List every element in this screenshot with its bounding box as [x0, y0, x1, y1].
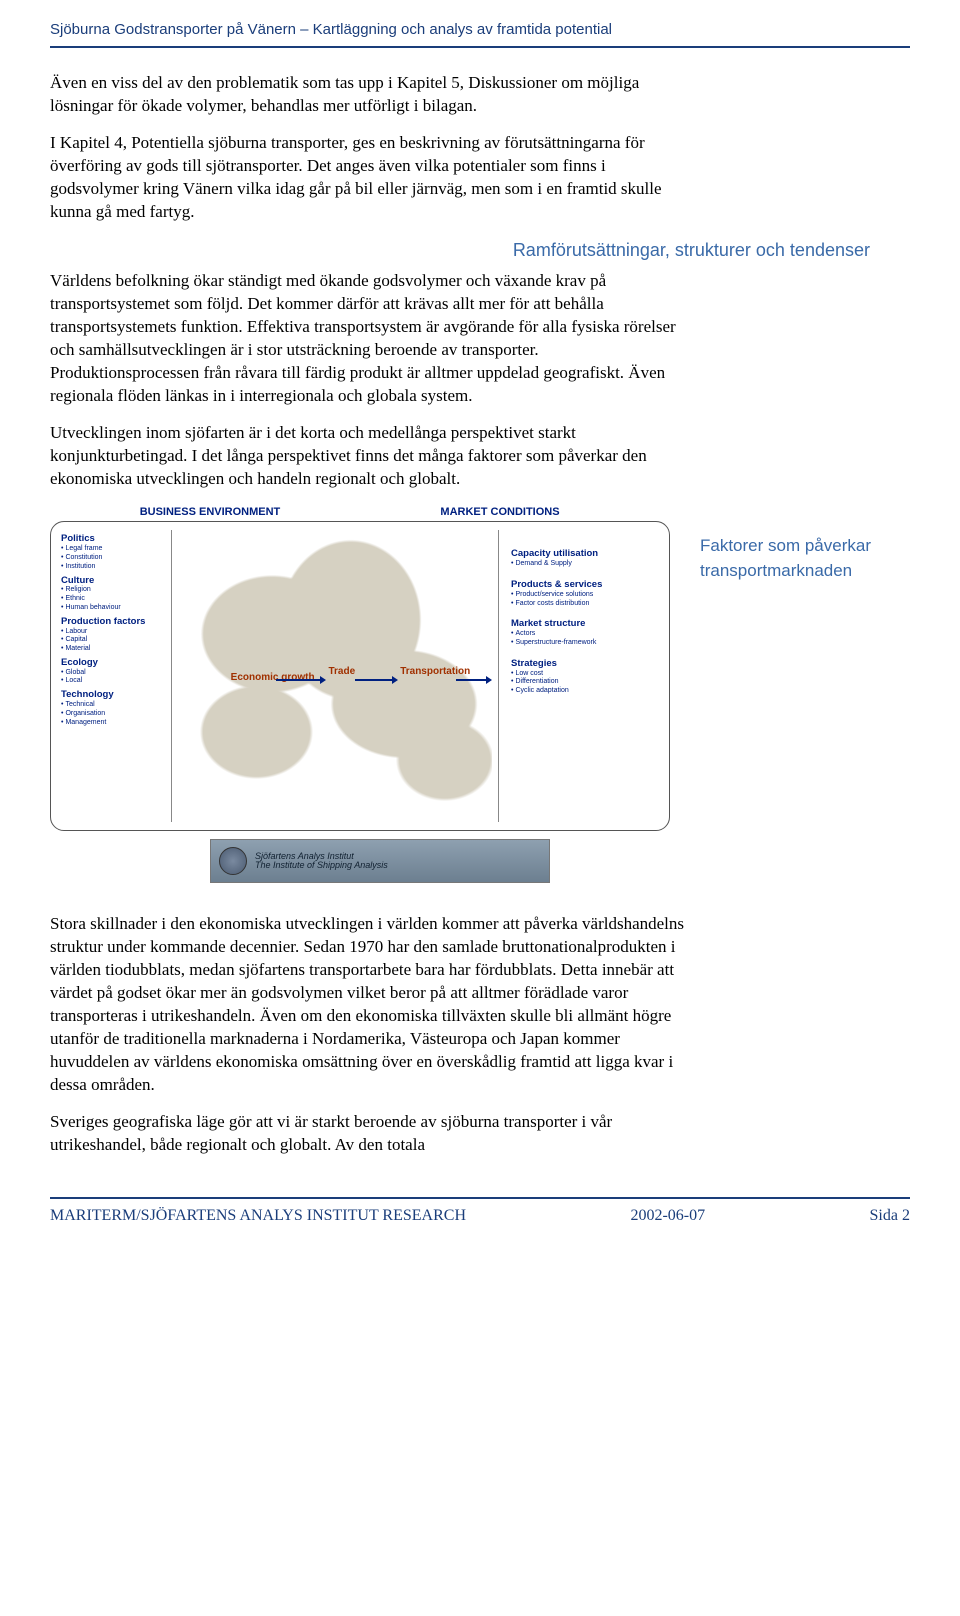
category-sub-item: Local [61, 677, 167, 686]
arrow-icon [355, 679, 394, 681]
diagram-left-column: PoliticsLegal frameConstitutionInstituti… [57, 530, 167, 822]
paragraph-5: Stora skillnader i den ekonomiska utveck… [50, 913, 690, 1097]
category-label: Strategies [511, 658, 659, 670]
category-sub-item: Organisation [61, 710, 167, 719]
diagram-headers: BUSINESS ENVIRONMENT MARKET CONDITIONS [50, 505, 670, 520]
category-label: Technology [61, 689, 167, 701]
footer-center: 2002-06-07 [630, 1205, 705, 1227]
category-sub-item: Differentiation [511, 678, 659, 687]
category-sub-item: Ethnic [61, 595, 167, 604]
category-sub-item: Factor costs distribution [511, 600, 659, 609]
diagram-right-column: Capacity utilisationDemand & Supply Produ… [503, 530, 663, 822]
node-trade: Trade [328, 665, 355, 679]
paragraph-6: Sveriges geografiska läge gör att vi är … [50, 1111, 690, 1157]
diagram-map-area: Economic growth Trade Transportation [171, 530, 499, 822]
category-sub-item: Technical [61, 701, 167, 710]
paragraph-3: Världens befolkning ökar ständigt med ök… [50, 270, 690, 408]
category-sub-item: Cyclic adaptation [511, 687, 659, 696]
paragraph-1: Även en viss del av den problematik som … [50, 72, 690, 118]
node-economic-growth: Economic growth [231, 671, 315, 685]
diagram-header-right: MARKET CONDITIONS [350, 505, 650, 520]
category-label: Market structure [511, 618, 659, 630]
diagram-caption: Faktorer som påverkar transportmarknaden [700, 505, 900, 584]
category-sub-item: Human behaviour [61, 604, 167, 613]
footer-left: MARITERM/SJÖFARTENS ANALYS INSTITUT RESE… [50, 1205, 466, 1227]
logo-text: Sjöfartens Analys Institut The Institute… [255, 852, 388, 872]
paragraph-4: Utvecklingen inom sjöfarten är i det kor… [50, 422, 690, 491]
category-label: Politics [61, 533, 167, 545]
diagram-body: BUSINESS ENVIRONMENT MARKET CONDITIONS P… [50, 505, 670, 884]
category-sub-item: Low cost [511, 670, 659, 679]
category-sub-item: Management [61, 719, 167, 728]
category-label: Culture [61, 575, 167, 587]
category-sub-item: Institution [61, 563, 167, 572]
diagram-panel: PoliticsLegal frameConstitutionInstituti… [50, 521, 670, 831]
category-sub-item: Product/service solutions [511, 591, 659, 600]
arrow-icon [456, 679, 489, 681]
category-sub-item: Global [61, 669, 167, 678]
section-heading: Ramförutsättningar, strukturer och tende… [50, 238, 870, 262]
category-sub-item: Superstructure-framework [511, 639, 659, 648]
arrow-icon [276, 679, 322, 681]
footer-right: Sida 2 [870, 1205, 910, 1227]
category-label: Capacity utilisation [511, 548, 659, 560]
institute-logo-bar: Sjöfartens Analys Institut The Institute… [210, 839, 550, 883]
category-sub-item: Material [61, 645, 167, 654]
category-label: Ecology [61, 657, 167, 669]
diagram-figure: BUSINESS ENVIRONMENT MARKET CONDITIONS P… [50, 505, 910, 884]
category-sub-item: Actors [511, 630, 659, 639]
category-sub-item: Religion [61, 586, 167, 595]
page-header-title: Sjöburna Godstransporter på Vänern – Kar… [50, 20, 910, 48]
category-sub-item: Capital [61, 636, 167, 645]
globe-icon [219, 847, 247, 875]
paragraph-2: I Kapitel 4, Potentiella sjöburna transp… [50, 132, 690, 224]
category-label: Production factors [61, 616, 167, 628]
category-sub-item: Labour [61, 628, 167, 637]
diagram-header-left: BUSINESS ENVIRONMENT [70, 505, 350, 520]
logo-line2: The Institute of Shipping Analysis [255, 861, 388, 871]
category-label: Products & services [511, 579, 659, 591]
category-sub-item: Demand & Supply [511, 560, 659, 569]
category-sub-item: Legal frame [61, 545, 167, 554]
page-footer: MARITERM/SJÖFARTENS ANALYS INSTITUT RESE… [50, 1197, 910, 1227]
category-sub-item: Constitution [61, 554, 167, 563]
node-transportation: Transportation [400, 665, 470, 679]
